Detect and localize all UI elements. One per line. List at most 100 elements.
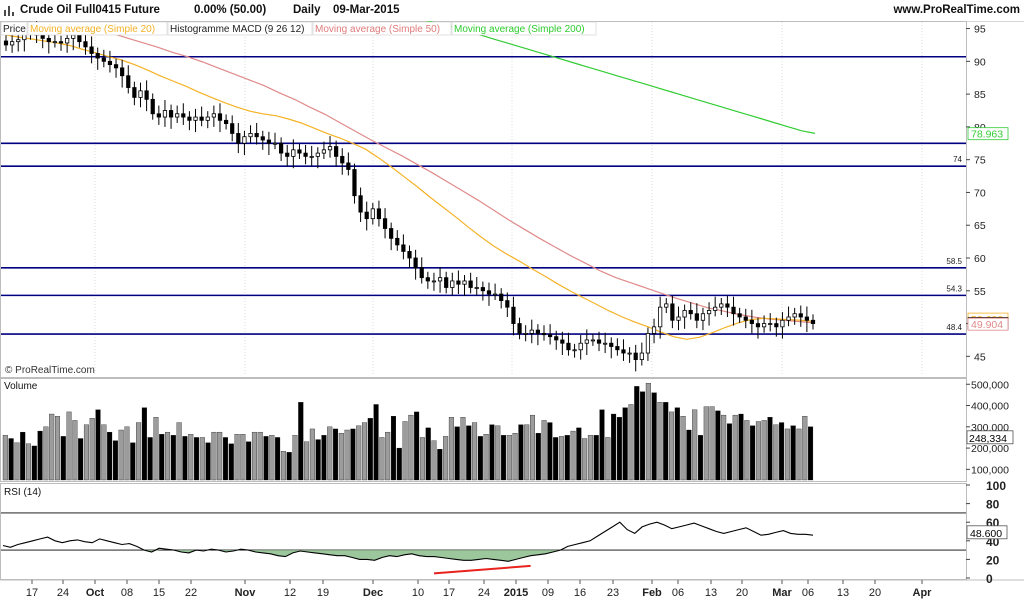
volume-bar <box>750 425 756 481</box>
volume-bar <box>616 417 622 481</box>
volume-bar <box>240 434 246 481</box>
legend-box <box>27 21 168 36</box>
x-tick-label: 15 <box>153 587 165 599</box>
candle-body <box>444 277 449 288</box>
volume-bar <box>726 423 732 481</box>
volume-bar <box>755 421 761 481</box>
volume-bar <box>489 424 495 481</box>
level-label: 74 <box>953 155 962 164</box>
volume-bar <box>141 407 147 481</box>
candle-body <box>285 152 290 157</box>
candle-body <box>89 46 94 54</box>
candle-body <box>205 116 210 121</box>
legend-box <box>167 21 313 36</box>
rsi-frame <box>0 483 967 580</box>
candle-body <box>199 116 204 121</box>
volume-bar <box>570 430 576 481</box>
volume-bar <box>14 442 20 481</box>
volume-bar <box>593 435 599 481</box>
candle-body <box>334 146 339 157</box>
candle-body <box>413 257 418 269</box>
volume-bar <box>634 386 640 481</box>
candle-body <box>327 146 333 151</box>
candle-body <box>560 339 565 344</box>
candle-body <box>382 218 388 229</box>
legend-label: Moving average (Simple 20) <box>30 24 155 35</box>
price-tick-label: 90 <box>974 56 986 68</box>
candle-body <box>450 280 455 288</box>
volume-bar <box>443 436 449 481</box>
candle-body <box>761 323 767 328</box>
candle-body <box>535 329 540 334</box>
volume-bar <box>738 413 744 481</box>
candle-body <box>150 98 155 115</box>
candle-body <box>676 316 681 321</box>
volume-tick-label: 500,000 <box>971 379 1009 391</box>
rsi-panel <box>1 512 966 575</box>
candle-body <box>321 149 327 154</box>
site-url[interactable]: www.ProRealTime.com <box>893 4 1020 16</box>
candle-body <box>71 34 76 39</box>
candle-body <box>315 152 320 157</box>
candle-body <box>651 326 657 334</box>
candle-body <box>260 136 265 141</box>
price-panel: 74 58.5 54.3 48.4 <box>1 21 966 372</box>
candle-body <box>352 169 357 197</box>
volume-frame <box>0 378 967 482</box>
candle-body <box>279 142 284 154</box>
volume-bar <box>796 428 802 481</box>
candle-body <box>138 90 143 98</box>
volume-bar <box>431 440 437 481</box>
candle-body <box>670 303 675 321</box>
candle-body <box>572 349 577 352</box>
candlestick-icon <box>3 5 14 16</box>
volume-bar <box>333 428 339 481</box>
x-tick-label: 20 <box>869 587 881 599</box>
candle-body <box>242 136 247 144</box>
volume-bar <box>460 417 466 481</box>
candle-body <box>658 306 663 328</box>
volume-bar <box>199 437 205 481</box>
volume-bar <box>373 404 379 481</box>
x-tick-label: 24 <box>478 587 490 599</box>
candle-body <box>621 349 626 354</box>
volume-bar <box>402 421 408 481</box>
volume-bar <box>483 434 489 481</box>
right-axis: 959085807570656055504578.96350.68050.004… <box>966 24 1014 586</box>
volume-bar <box>153 417 159 481</box>
candle-body <box>83 41 88 48</box>
candle-body <box>786 316 791 321</box>
volume-bar <box>101 424 107 481</box>
volume-bar <box>709 406 715 481</box>
candle-body <box>16 39 21 43</box>
rsi-tick-label: 100 <box>986 479 1006 493</box>
candle-body <box>407 251 412 259</box>
volume-bar <box>309 428 315 481</box>
candle-body <box>578 342 583 351</box>
candle-body <box>52 41 58 44</box>
candle-body <box>389 228 394 239</box>
x-axis: 17 24 Oct 08 15 22 Nov 12 19 Dec 10 17 24 2015 09 16 23 F… <box>26 580 932 599</box>
volume-bar <box>790 425 796 481</box>
volume-bar <box>356 425 362 481</box>
price-tick-label: 95 <box>974 24 986 36</box>
candle-body <box>639 352 644 361</box>
candle-body <box>272 142 278 145</box>
x-tick-label: 06 <box>672 587 684 599</box>
volume-bar <box>703 406 709 481</box>
volume-bar <box>761 420 767 481</box>
candle-body <box>168 110 174 118</box>
x-tick-label: 13 <box>705 587 717 599</box>
level-label: 48.4 <box>946 323 962 332</box>
volume-bar <box>78 438 84 481</box>
volume-bar <box>535 433 541 481</box>
ma200-line <box>425 21 816 134</box>
volume-bar <box>43 426 49 481</box>
candle-body <box>120 67 125 77</box>
candle-body <box>590 339 596 342</box>
candle-body <box>10 41 15 46</box>
volume-bar <box>692 409 698 481</box>
chart-header: Crude Oil Full0415 Future 0.00% (50.00) … <box>0 0 1024 22</box>
candle-body <box>211 113 216 118</box>
instrument-name: Crude Oil Full0415 Future <box>20 4 160 16</box>
